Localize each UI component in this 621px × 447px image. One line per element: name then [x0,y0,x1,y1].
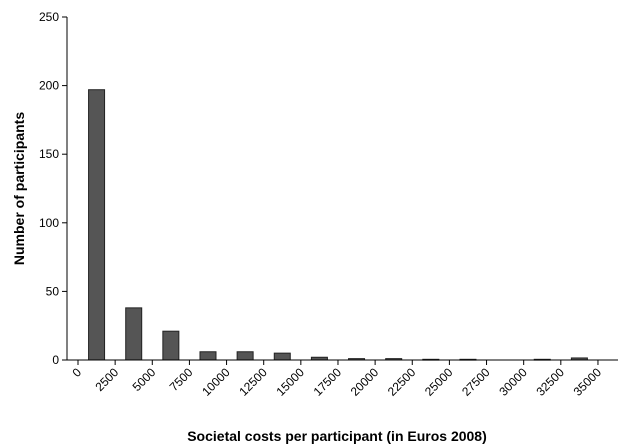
y-tick-label: 0 [52,353,59,367]
x-ticks-layer: 0 2500 5000 7500 10000 12500 15000 17500 20000 22… [69,360,604,399]
x-tick-label: 22500 [385,365,419,399]
x-tick-label: 27500 [459,365,493,399]
x-tick-label: 20000 [348,365,382,399]
y-tick-label: 250 [39,10,59,24]
x-tick-label: 0 [69,365,84,380]
x-tick-label: 30000 [496,365,530,399]
histogram-bar [125,307,143,361]
x-axis-title: Societal costs per participant (in Euros… [187,428,487,444]
x-tick-label: 2500 [92,365,121,394]
y-ticks-layer: 0 50 100 150 200 250 [39,10,67,367]
histogram-bar [162,330,180,361]
x-tick-label: 7500 [167,365,196,394]
histogram-bar [88,89,106,361]
y-tick-label: 150 [39,147,59,161]
axes-layer [66,17,618,361]
histogram-bar [273,352,291,361]
x-tick-label: 25000 [422,365,456,399]
histogram-bar [199,351,217,361]
y-tick-label: 100 [39,216,59,230]
x-tick-label: 35000 [571,365,605,399]
y-tick-label: 50 [46,284,60,298]
y-axis-title: Number of participants [11,112,27,265]
bars-layer [88,89,588,361]
x-tick-label: 10000 [199,365,233,399]
y-tick-label: 200 [39,79,59,93]
x-tick-label: 32500 [533,365,567,399]
x-tick-label: 5000 [130,365,159,394]
histogram-bar [236,351,254,361]
x-tick-label: 17500 [311,365,345,399]
x-tick-label: 12500 [236,365,270,399]
x-tick-label: 15000 [273,365,307,399]
